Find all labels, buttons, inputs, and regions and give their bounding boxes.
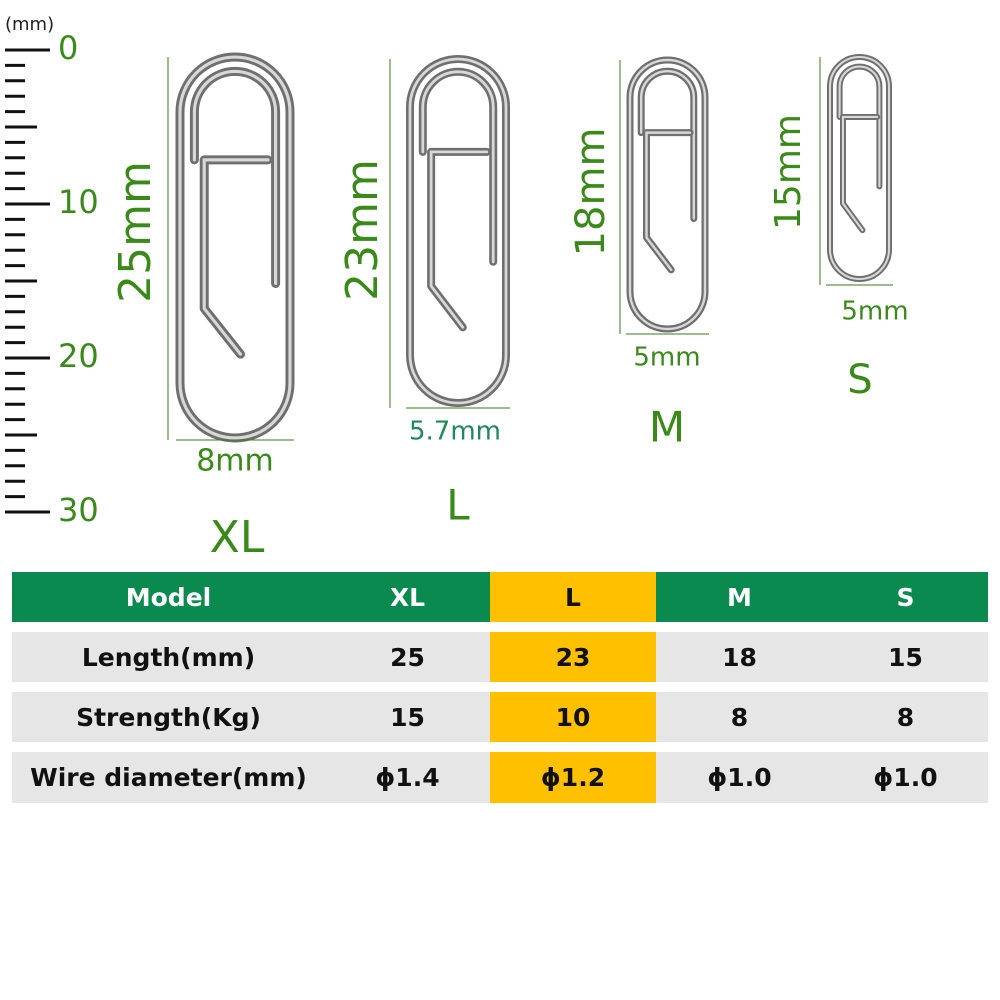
illustration: (mm)0 10 20 30 25mm 8mm XL 23mm 5.7mm L 18mm 5mm M 15… xyxy=(5,14,909,560)
table-cell: ϕ1.0 xyxy=(656,752,823,803)
width-label: 5mm xyxy=(841,297,908,327)
table-header-cell: XL xyxy=(325,572,490,622)
ruler-label: 20 xyxy=(58,337,99,375)
ruler-label: 30 xyxy=(58,491,99,529)
size-label: L xyxy=(446,481,470,530)
clip-wire xyxy=(199,155,273,359)
table-header-cell: L xyxy=(490,572,656,622)
table-cell: ϕ1.4 xyxy=(325,752,490,803)
table-cell: 23 xyxy=(490,632,656,682)
clip-highlight xyxy=(192,69,278,286)
table-cell: 25 xyxy=(325,632,490,682)
ruler-label: 10 xyxy=(58,183,99,221)
table-cell: 15 xyxy=(823,632,988,682)
table-header-cell: S xyxy=(823,572,988,622)
table-cell: 18 xyxy=(656,632,823,682)
clip-highlight xyxy=(841,115,879,232)
table-header-cell: Model xyxy=(12,572,325,622)
clip-highlight xyxy=(628,58,707,331)
table-header-cell: M xyxy=(656,572,823,622)
clip-highlight xyxy=(429,150,489,329)
table-cell: Wire diameter(mm) xyxy=(12,752,325,803)
clip-highlight xyxy=(421,70,495,264)
ruler-label: 0 xyxy=(58,29,78,67)
length-label: 25mm xyxy=(110,161,161,303)
width-label: 5mm xyxy=(633,343,700,373)
length-label: 18mm xyxy=(568,128,614,257)
table-cell: 10 xyxy=(490,692,656,742)
clip-wire xyxy=(427,147,491,332)
width-label: 5.7mm xyxy=(409,417,501,447)
ruler-unit: (mm) xyxy=(5,14,54,35)
clip-highlight xyxy=(178,55,292,440)
clip-highlight xyxy=(202,158,270,356)
size-label: M xyxy=(649,403,685,452)
table-cell: ϕ1.0 xyxy=(823,752,988,803)
clip-highlight xyxy=(828,56,891,280)
table-cell: 15 xyxy=(325,692,490,742)
clip-wire xyxy=(643,129,694,274)
table-cell: Strength(Kg) xyxy=(12,692,325,742)
table-cell: 8 xyxy=(656,692,823,742)
size-label: S xyxy=(847,357,872,403)
clip-wire xyxy=(839,113,881,234)
length-label: 23mm xyxy=(337,159,388,301)
size-label: XL xyxy=(210,512,265,560)
table-cell: ϕ1.2 xyxy=(490,752,656,803)
clip-highlight xyxy=(639,69,696,220)
table-cell: Length(mm) xyxy=(12,632,325,682)
clip-highlight xyxy=(645,131,692,272)
clip-highlight xyxy=(408,57,508,405)
clip-highlight xyxy=(838,65,881,188)
length-label: 15mm xyxy=(768,114,809,230)
table-cell: 8 xyxy=(823,692,988,742)
width-label: 8mm xyxy=(196,444,274,479)
